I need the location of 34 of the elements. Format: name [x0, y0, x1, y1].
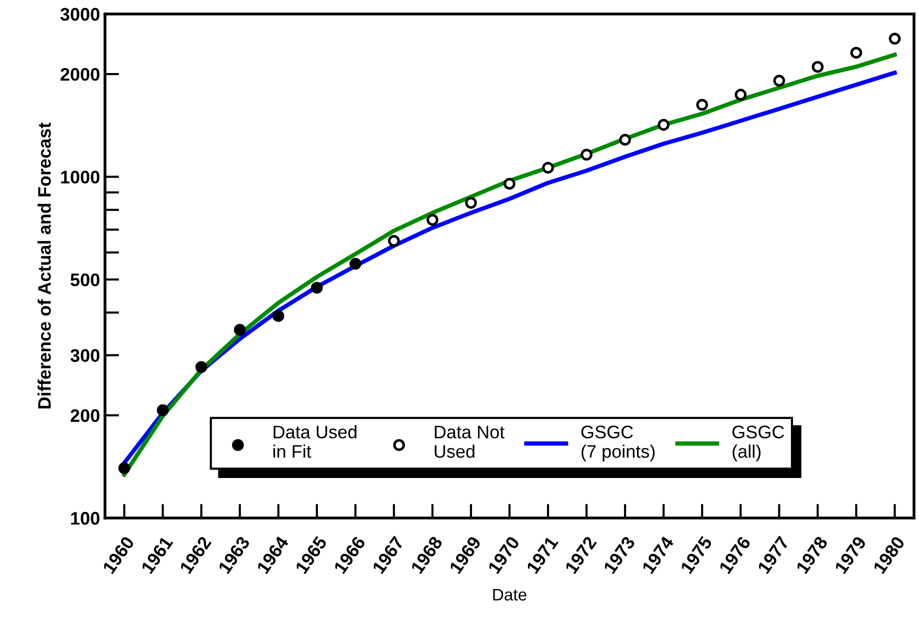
- point: [850, 46, 862, 59]
- y-tick-label: 1000: [61, 170, 100, 184]
- point: [156, 404, 169, 416]
- point: [580, 148, 592, 161]
- point: [426, 214, 438, 226]
- point: [619, 134, 631, 146]
- y-axis-title: Difference of Actual and Forecast: [38, 122, 51, 408]
- point: [658, 118, 670, 131]
- legend-label: GSGC (7 points): [581, 426, 655, 462]
- y-tick-label: 200: [70, 409, 100, 422]
- legend-label: GSGC (all): [732, 426, 784, 462]
- y-tick-label: 3000: [60, 8, 100, 21]
- point: [195, 361, 208, 373]
- legend-label: Data Used in Fit: [273, 425, 356, 458]
- point: [118, 462, 130, 474]
- point: [734, 88, 747, 101]
- point: [888, 32, 901, 45]
- point: [504, 178, 516, 190]
- legend-label: Data Not Used: [434, 426, 505, 458]
- point: [542, 162, 554, 174]
- y-tick-label: 2000: [60, 68, 100, 81]
- point: [465, 196, 477, 209]
- point: [234, 324, 246, 336]
- point: [310, 282, 323, 294]
- point: [812, 60, 824, 73]
- point: [388, 234, 400, 247]
- point: [272, 310, 284, 322]
- point: [773, 74, 786, 87]
- point: [349, 258, 362, 270]
- y-tick-label: 100: [71, 512, 100, 525]
- y-tick-label: 300: [70, 349, 100, 362]
- point: [696, 98, 708, 111]
- x-axis-title: Date: [493, 588, 526, 601]
- y-tick-label: 500: [70, 273, 100, 286]
